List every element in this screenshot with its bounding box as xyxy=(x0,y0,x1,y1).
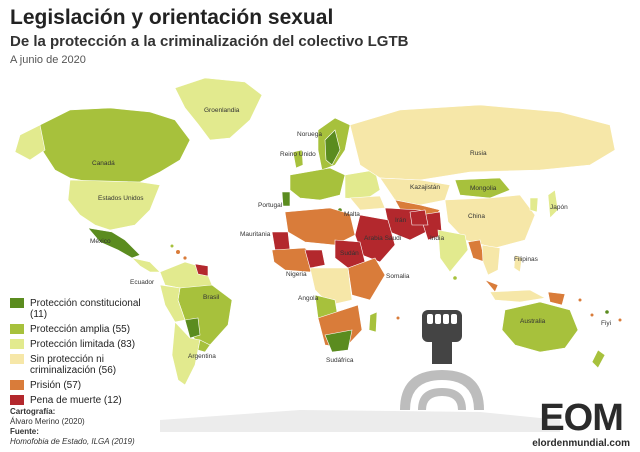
label-japon: Japón xyxy=(550,204,568,211)
region-malaysia xyxy=(484,279,499,293)
legend-label: Prisión (57) xyxy=(30,380,82,391)
region-guyana xyxy=(194,263,209,277)
region-russia xyxy=(349,104,616,181)
eom-logo-url: elordenmundial.com xyxy=(532,438,630,449)
label-ecuador: Ecuador xyxy=(130,279,155,286)
region-thailand-vietnam xyxy=(481,244,501,276)
legend-item-sin-proteccion: Sin protección ni criminalización (56) xyxy=(10,354,160,376)
region-sweden xyxy=(324,129,341,166)
legend-item-pena-de-muerte: Pena de muerte (12) xyxy=(10,395,160,406)
region-central-africa xyxy=(309,267,353,306)
date-label: A junio de 2020 xyxy=(10,54,86,66)
legend-item-prision: Prisión (57) xyxy=(10,380,160,391)
label-reino-unido: Reino Unido xyxy=(280,151,316,158)
source-heading: Fuente: xyxy=(10,427,39,436)
label-mexico: México xyxy=(90,238,111,245)
region-mongolia xyxy=(454,177,511,199)
region-india xyxy=(437,229,469,273)
legend-swatch xyxy=(10,395,24,405)
label-estados-unidos: Estados Unidos xyxy=(98,195,144,202)
label-sudafrica: Sudáfrica xyxy=(326,357,354,364)
legend-item-proteccion-constitucional: Protección constitucional (11) xyxy=(10,298,160,320)
raised-fist-icon xyxy=(400,310,484,410)
region-nigeria xyxy=(304,249,326,269)
region-philippines xyxy=(513,254,523,273)
label-australia: Australia xyxy=(520,318,546,325)
region-kazakhstan xyxy=(379,177,451,206)
legend-swatch xyxy=(10,339,24,349)
legend-item-proteccion-amplia: Protección amplia (55) xyxy=(10,324,160,335)
label-groenlandia: Groenlandia xyxy=(204,107,240,114)
region-west-europe xyxy=(289,167,346,201)
legend-swatch xyxy=(10,380,24,390)
legend-label: Protección constitucional (11) xyxy=(30,298,141,320)
region-usa xyxy=(67,179,161,231)
label-india: India xyxy=(430,235,444,242)
page-title: Legislación y orientación sexual xyxy=(10,6,334,29)
label-china: China xyxy=(468,213,485,220)
legend-swatch xyxy=(10,298,24,308)
region-greenland xyxy=(174,77,263,141)
label-somalia: Somalia xyxy=(386,273,410,280)
region-south-africa xyxy=(324,329,353,353)
label-argentina: Argentina xyxy=(188,353,216,360)
region-indonesia xyxy=(489,289,546,303)
region-png xyxy=(547,291,566,306)
label-canada: Canadá xyxy=(92,160,115,167)
region-madagascar xyxy=(368,311,378,333)
region-japan xyxy=(547,189,559,219)
label-mauritania: Mauritania xyxy=(240,231,271,238)
region-canada xyxy=(39,107,191,186)
legend: Protección constitucional (11) Protecció… xyxy=(10,298,160,410)
page-subtitle: De la protección a la criminalización de… xyxy=(10,33,409,50)
eom-logo: EOM elordenmundial.com xyxy=(532,398,630,449)
region-east-africa xyxy=(347,257,386,301)
region-portugal xyxy=(281,191,291,207)
legend-item-proteccion-limitada: Protección limitada (83) xyxy=(10,339,160,350)
legend-label: Protección amplia (55) xyxy=(30,324,131,335)
region-uk xyxy=(292,149,304,169)
label-sudan: Sudán xyxy=(340,250,359,257)
cartography-heading: Cartografía: xyxy=(10,407,56,416)
label-rusia: Rusia xyxy=(470,150,487,157)
label-malta: Malta xyxy=(344,211,360,218)
region-afghanistan xyxy=(409,209,429,226)
region-alaska xyxy=(14,124,46,161)
region-bolivia xyxy=(184,317,201,339)
region-antarctica xyxy=(160,410,560,432)
region-uruguay xyxy=(197,339,211,353)
legend-label: Protección limitada (83) xyxy=(30,339,136,350)
cartography-author: Álvaro Merino (2020) xyxy=(10,417,85,426)
label-brasil: Brasil xyxy=(203,294,220,301)
region-north-africa xyxy=(284,207,356,246)
label-fiyi: Fiyi xyxy=(601,320,611,327)
source-text: Homofobia de Estado, ILGA (2019) xyxy=(10,437,135,446)
legend-swatch xyxy=(10,324,24,334)
region-china xyxy=(444,194,536,249)
region-new-zealand xyxy=(591,349,606,369)
label-iran: Irán xyxy=(395,217,407,224)
label-nigeria: Nigeria xyxy=(286,271,307,278)
legend-label: Sin protección ni criminalización (56) xyxy=(30,354,117,376)
legend-swatch xyxy=(10,354,24,364)
region-korea xyxy=(529,197,539,213)
legend-label: Pena de muerte (12) xyxy=(30,395,122,406)
label-mongolia: Mongolia xyxy=(470,185,497,192)
region-mexico xyxy=(87,227,141,259)
region-argentina xyxy=(171,321,201,386)
region-australia xyxy=(501,301,579,353)
region-central-america xyxy=(131,257,161,273)
label-arabia: Arabia Saudí xyxy=(364,235,402,242)
label-angola: Angola xyxy=(298,295,319,302)
region-turkey xyxy=(349,195,386,211)
label-noruega: Noruega xyxy=(297,131,322,138)
eom-logo-mark: EOM xyxy=(539,397,624,439)
credits: Cartografía: Álvaro Merino (2020) Fuente… xyxy=(10,407,135,447)
region-mauritania xyxy=(271,231,291,251)
label-kazajistan: Kazajistán xyxy=(410,184,440,191)
label-filipinas: Filipinas xyxy=(514,256,539,263)
label-portugal: Portugal xyxy=(258,202,283,209)
